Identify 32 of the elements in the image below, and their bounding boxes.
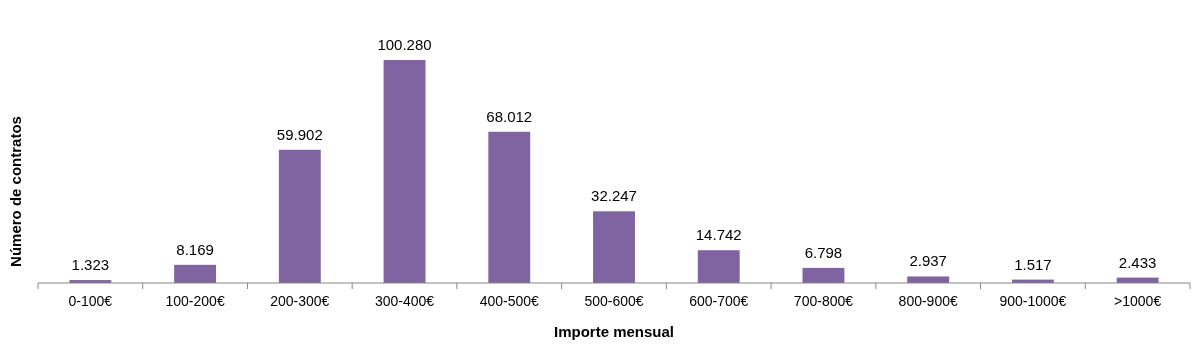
data-label: 6.798 xyxy=(804,243,843,261)
data-label: 8.169 xyxy=(176,240,214,258)
data-label: 14.742 xyxy=(695,226,742,244)
data-label: 32.247 xyxy=(591,187,637,205)
x-tick-label: 700-800€ xyxy=(793,293,854,309)
y-axis-title: Número de contratos xyxy=(7,116,24,267)
bar xyxy=(488,131,531,283)
x-tick-label: 200-300€ xyxy=(270,293,330,309)
data-label: 2.937 xyxy=(909,252,947,270)
data-label: 1.517 xyxy=(1014,255,1052,273)
x-tick-label: 100-200€ xyxy=(165,293,225,309)
data-label: 1.323 xyxy=(71,256,110,274)
bar xyxy=(174,264,217,283)
x-tick-label: 900-1000€ xyxy=(999,293,1067,309)
data-label: 100.280 xyxy=(377,36,432,53)
bar xyxy=(593,211,635,283)
x-tick-label: 600-700€ xyxy=(689,293,749,309)
x-axis-title: Importe mensual xyxy=(553,323,675,340)
data-label: 59.902 xyxy=(276,125,323,143)
data-label: 2.433 xyxy=(1118,253,1157,271)
bar xyxy=(802,267,845,283)
bar xyxy=(907,276,950,283)
x-tick-label: 500-600€ xyxy=(584,293,644,309)
x-tick-label: 0-100€ xyxy=(68,293,113,309)
x-tick-label: >1000€ xyxy=(1114,293,1162,309)
x-tick-label: 800-900€ xyxy=(898,293,958,309)
x-tick-label: 400-500€ xyxy=(479,293,540,309)
bar xyxy=(278,149,321,283)
bar xyxy=(697,250,740,283)
data-label: 68.012 xyxy=(486,107,533,125)
x-tick-label: 300-400€ xyxy=(374,293,435,309)
bar xyxy=(383,60,426,283)
